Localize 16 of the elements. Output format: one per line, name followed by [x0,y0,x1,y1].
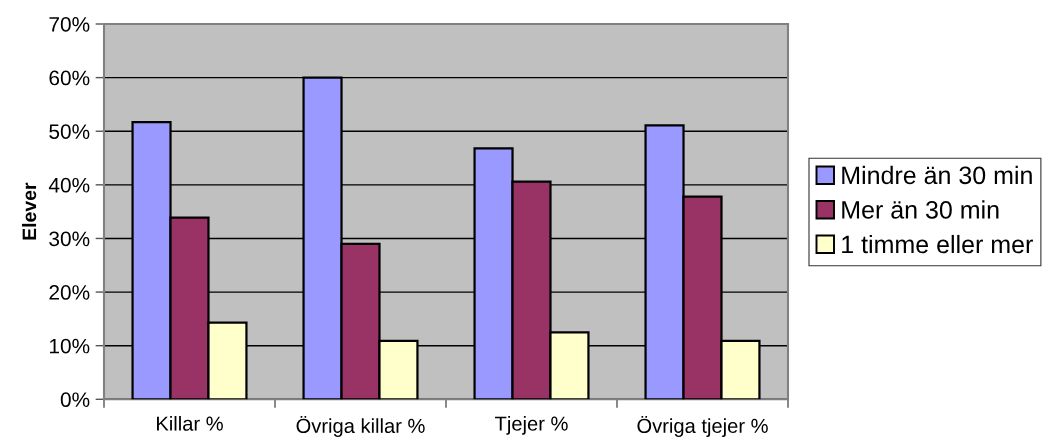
legend-label: Mer än 30 min [842,200,999,219]
x-tick-label: Tjejer % [495,415,568,435]
legend-label: Mindre än 30 min [842,165,1032,185]
y-tick-label: 70% [49,17,90,32]
y-tick-label: 30% [49,231,90,247]
y-tick-label: 10% [50,338,90,354]
y-tick-label: 0% [60,392,90,408]
x-tick-label: Killar % [157,415,223,431]
x-tick-label: Övriga tjejer % [637,415,768,437]
x-tick-label: Övriga killar % [296,415,425,437]
legend-label: 1 timme eller mer [842,234,1033,254]
y-tick-label: 60% [49,70,90,86]
y-tick-label: 50% [49,124,90,139]
y-tick-label: 20% [49,285,90,300]
y-tick-label: 40% [48,177,90,193]
y-axis-title: Elever [21,182,37,240]
